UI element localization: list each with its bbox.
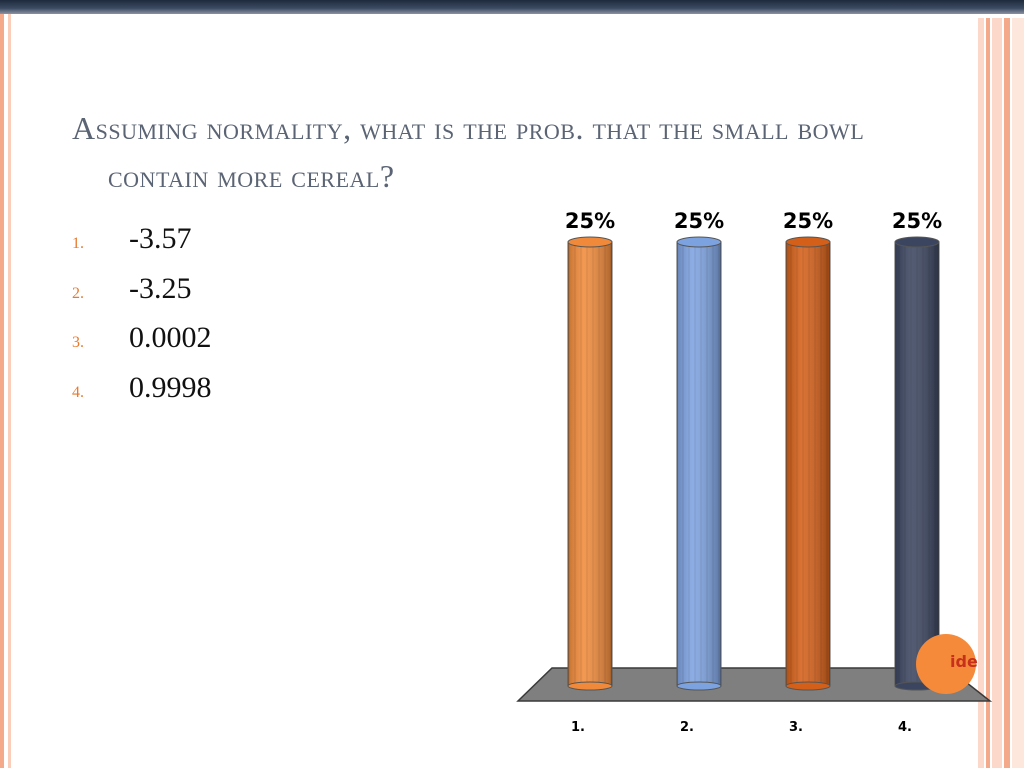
slide-title: Assuming normality, what is the prob. th… xyxy=(72,110,865,194)
answer-option-2: 2. -3.25 xyxy=(72,272,212,322)
right-stripe-5 xyxy=(1012,18,1024,768)
bar-value-label: 25% xyxy=(892,209,942,233)
badge-text: ide xyxy=(950,652,978,671)
bar-value-label: 25% xyxy=(565,209,615,233)
answer-option-1: 1. -3.57 xyxy=(72,222,212,272)
bar-3 xyxy=(785,236,831,691)
slide-badge: ide xyxy=(916,634,978,694)
right-stripe-4 xyxy=(1004,18,1010,768)
x-tick-label: 2. xyxy=(680,720,694,735)
bar-2 xyxy=(676,236,722,691)
left-stripe-outer xyxy=(0,14,4,768)
answer-options: 1. -3.57 2. -3.25 3. 0.0002 4. 0.9998 xyxy=(72,222,212,420)
bar-value-label: 25% xyxy=(674,209,724,233)
option-number: 2. xyxy=(72,284,84,302)
option-text: 0.9998 xyxy=(129,370,212,404)
answer-option-4: 4. 0.9998 xyxy=(72,371,212,421)
right-stripe-3 xyxy=(992,18,1002,768)
option-text: 0.0002 xyxy=(129,321,212,354)
bar-4 xyxy=(894,236,940,691)
option-number: 4. xyxy=(72,383,84,401)
bar-1 xyxy=(567,236,613,691)
x-tick-label: 4. xyxy=(898,720,912,735)
top-bar xyxy=(0,0,1024,14)
option-number: 1. xyxy=(72,235,84,252)
bar-value-label: 25% xyxy=(783,209,833,233)
option-text: -3.25 xyxy=(129,271,192,305)
left-stripe-inner xyxy=(8,14,11,768)
answer-option-3: 3. 0.0002 xyxy=(72,321,212,371)
option-number: 3. xyxy=(72,334,84,351)
x-tick-label: 3. xyxy=(789,720,803,735)
x-tick-label: 1. xyxy=(571,720,585,735)
right-stripe-1 xyxy=(978,18,984,768)
option-text: -3.57 xyxy=(129,222,192,255)
right-stripe-2 xyxy=(986,18,990,768)
